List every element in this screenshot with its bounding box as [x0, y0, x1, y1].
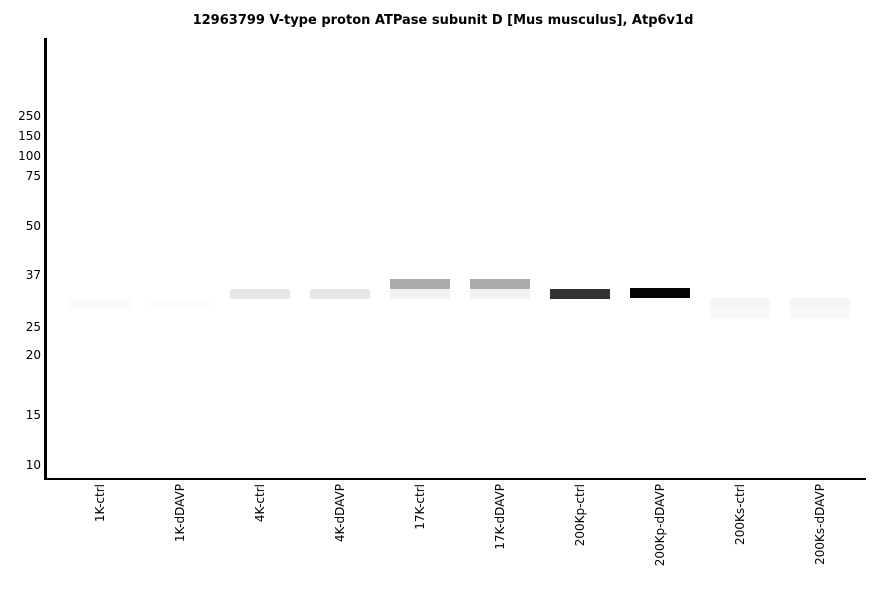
- lane-label-17K-dDAVP: 17K-dDAVP: [493, 484, 507, 550]
- blot-band-4K-ctrl: [230, 289, 290, 299]
- lane-label-200Ks-dDAVP: 200Ks-dDAVP: [813, 484, 827, 565]
- blot-band-1K-ctrl: [70, 299, 130, 309]
- y-tick-label-100: 100: [18, 149, 41, 163]
- y-tick-label-50: 50: [25, 219, 41, 233]
- blot-band-200Ks-ctrl: [710, 298, 770, 308]
- blot-band-200Ks-ctrl: [710, 308, 770, 318]
- y-tick-label-75: 75: [25, 169, 41, 183]
- y-tick-label-10: 10: [25, 458, 41, 472]
- y-tick-label-15: 15: [25, 408, 41, 422]
- lane-label-200Ks-ctrl: 200Ks-ctrl: [733, 484, 747, 545]
- lane-label-200Kp-dDAVP: 200Kp-dDAVP: [653, 484, 667, 567]
- blot-band-4K-dDAVP: [310, 289, 370, 299]
- figure-title: 12963799 V-type proton ATPase subunit D …: [192, 13, 694, 28]
- blot-band-17K-ctrl: [390, 289, 450, 299]
- y-axis-line: [44, 38, 47, 480]
- blot-band-200Kp-dDAVP: [630, 288, 690, 298]
- y-tick-label-37: 37: [25, 268, 41, 282]
- x-axis-line: [44, 477, 866, 480]
- lane-label-1K-dDAVP: 1K-dDAVP: [173, 484, 187, 543]
- blot-band-1K-dDAVP: [150, 299, 210, 309]
- lane-label-1K-ctrl: 1K-ctrl: [93, 484, 107, 523]
- blot-band-17K-ctrl: [390, 279, 450, 289]
- y-tick-label-150: 150: [18, 129, 41, 143]
- lane-label-4K-dDAVP: 4K-dDAVP: [333, 484, 347, 543]
- y-tick-label-250: 250: [18, 109, 41, 123]
- blot-band-200Kp-ctrl: [550, 289, 610, 299]
- lane-label-200Kp-ctrl: 200Kp-ctrl: [573, 484, 587, 547]
- blot-band-17K-dDAVP: [470, 279, 530, 289]
- blot-band-200Ks-dDAVP: [790, 298, 850, 308]
- y-tick-label-20: 20: [25, 348, 41, 362]
- blot-band-17K-dDAVP: [470, 289, 530, 299]
- lane-label-4K-ctrl: 4K-ctrl: [253, 484, 267, 523]
- blot-band-200Ks-dDAVP: [790, 308, 850, 318]
- lane-label-17K-ctrl: 17K-ctrl: [413, 484, 427, 530]
- y-tick-label-25: 25: [25, 320, 41, 334]
